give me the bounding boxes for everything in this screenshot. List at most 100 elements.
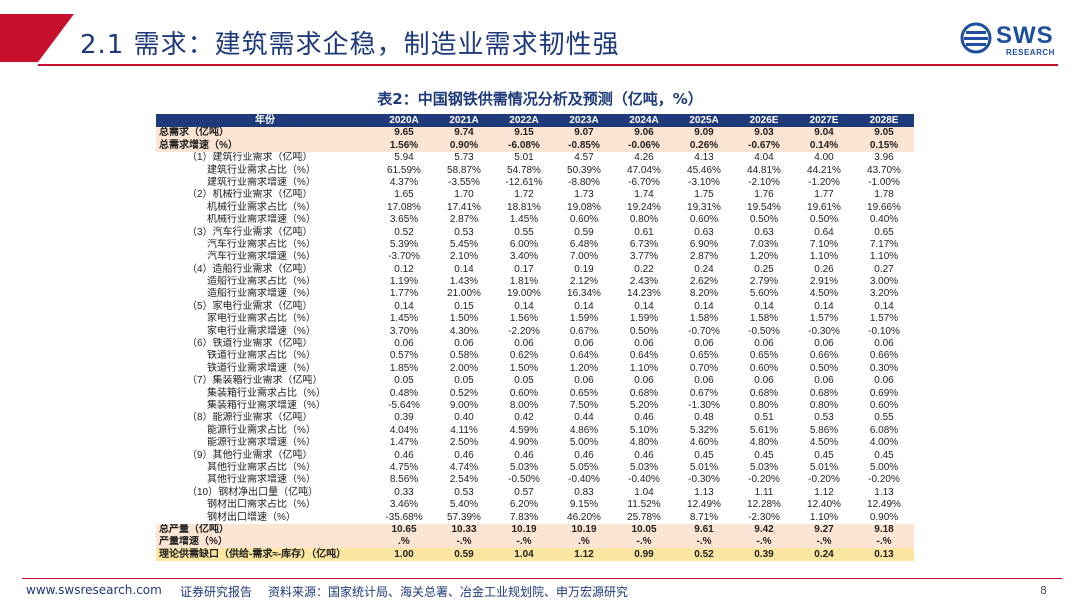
table-cell: 4.80% — [749, 437, 779, 449]
table-cell: 1.77 — [814, 189, 834, 201]
table-cell: 5.10% — [629, 424, 659, 436]
table-cell: 1.10% — [869, 251, 899, 263]
table-row: 造船行业需求占比（%） 1.19% 1.43% 1.81% 2.12% 2.43% 2.62… — [156, 276, 914, 288]
table-cell: -.% — [734, 535, 794, 549]
table-cell: 4.50% — [809, 437, 839, 449]
table-cell: 2.87% — [689, 251, 719, 263]
row-label: 能源行业需求增速（%） — [207, 437, 316, 449]
table-cell: 7.17% — [869, 238, 899, 250]
table-cell: 1.57% — [809, 313, 839, 325]
table-cell: 0.05 — [514, 375, 534, 387]
table-cell: 9.09 — [674, 127, 734, 140]
table-cell: 5.61% — [749, 424, 779, 436]
table-cell: 0.64% — [629, 350, 659, 362]
table-cell: 4.90% — [509, 437, 539, 449]
table-cell: 5.01 — [514, 152, 534, 164]
table-cell: 0.40% — [869, 214, 899, 226]
column-header-year: 年份 — [156, 114, 374, 127]
table-cell: -0.40% — [568, 474, 600, 486]
table-row: 能源行业需求增速（%） 1.47% 2.50% 4.90% 5.00% 4.80% 4.60… — [156, 437, 914, 449]
table-cell: 12.49% — [867, 499, 901, 511]
table-cell: -5.64% — [388, 399, 420, 411]
table-cell: 1.11 — [754, 486, 774, 498]
table-cell: 0.15 — [454, 300, 474, 312]
table-cell: 0.06 — [694, 338, 714, 350]
footer-divider — [22, 578, 1062, 579]
table-cell: .% — [374, 535, 434, 549]
table-cell: 5.73 — [454, 152, 474, 164]
table-cell: 0.14% — [794, 139, 854, 152]
row-label: （9）其他行业需求（亿吨） — [187, 449, 313, 461]
table-cell: 0.64% — [569, 350, 599, 362]
table-cell: 5.94 — [394, 152, 414, 164]
table-cell: 0.68% — [749, 387, 779, 399]
column-header: 2024A — [614, 114, 674, 127]
table-cell: 5.39% — [389, 238, 419, 250]
table-cell: 47.04% — [627, 164, 661, 176]
table-cell: 5.03% — [749, 461, 779, 473]
table-cell: 9.42 — [734, 523, 794, 536]
table-cell: 0.60% — [509, 387, 539, 399]
row-label: 汽车行业需求占比（%） — [207, 238, 316, 250]
table-cell: -3.10% — [688, 176, 720, 188]
table-cell: 0.65% — [689, 350, 719, 362]
table-cell: 0.17 — [514, 263, 534, 275]
table-cell: 0.45 — [874, 449, 894, 461]
table-cell: 25.78% — [627, 511, 661, 523]
table-cell: 57.39% — [447, 511, 481, 523]
row-label: （1）建筑行业需求（亿吨） — [187, 152, 313, 164]
table-cell: 1.19% — [389, 276, 419, 288]
row-label: 能源行业需求占比（%） — [207, 424, 316, 436]
table-cell: 5.20% — [629, 399, 659, 411]
footer-source: 资料来源：国家统计局、海关总署、冶金工业规划院、申万宏源研究 — [268, 585, 629, 599]
table-row: （2）机械行业需求（亿吨） 1.65 1.70 1.72 1.73 1.74 1.75 1.7… — [156, 189, 914, 201]
table-cell: 9.06 — [614, 127, 674, 140]
table-cell: 2.79% — [749, 276, 779, 288]
table-cell: 3.65% — [389, 214, 419, 226]
table-cell: 1.12 — [814, 486, 834, 498]
table-cell: -0.40% — [628, 474, 660, 486]
table-cell: -.% — [854, 535, 914, 549]
table-cell: 3.77% — [629, 251, 659, 263]
column-header: 2027E — [794, 114, 854, 127]
table-cell: 19.08% — [567, 201, 601, 213]
table-cell: 4.57 — [574, 152, 594, 164]
table-cell: 0.90% — [434, 139, 494, 152]
table-cell: 4.74% — [449, 461, 479, 473]
table-cell: 3.00% — [869, 276, 899, 288]
table-cell: 21.00% — [447, 288, 481, 300]
table-cell: 0.33 — [394, 486, 414, 498]
table-cell: 1.45% — [389, 313, 419, 325]
table-cell: 0.50% — [809, 362, 839, 374]
footer-url-link[interactable]: www.swsresearch.com — [26, 583, 162, 597]
table-cell: 3.20% — [869, 288, 899, 300]
table-cell: 7.50% — [569, 399, 599, 411]
table-cell: 1.59% — [569, 313, 599, 325]
table-cell: 9.03 — [734, 127, 794, 140]
table-cell: 12.28% — [747, 499, 781, 511]
row-label: 集装箱行业需求占比（%） — [207, 387, 326, 399]
table-header-row: 年份 2020A 2021A 2022A 2023A 2024A 2025A 2026E 202… — [156, 114, 914, 127]
table-cell: 0.69% — [869, 387, 899, 399]
table-cell: 1.10% — [809, 251, 839, 263]
table-cell: 9.07 — [554, 127, 614, 140]
row-label: 建筑行业需求占比（%） — [207, 164, 316, 176]
table-cell: 3.46% — [389, 499, 419, 511]
row-label: 其他行业需求占比（%） — [207, 461, 316, 473]
column-header: 2026E — [734, 114, 794, 127]
table-cell: 0.80% — [749, 399, 779, 411]
table-cell: 7.00% — [569, 251, 599, 263]
table-row: （8）能源行业需求（亿吨） 0.39 0.40 0.42 0.44 0.46 0.48 0.5… — [156, 412, 914, 424]
table-cell: 0.70% — [689, 362, 719, 374]
table-cell: 7.83% — [509, 511, 539, 523]
table-cell: 0.53 — [454, 226, 474, 238]
table-cell: -6.70% — [628, 176, 660, 188]
row-label: 铁道行业需求增速（%） — [207, 362, 316, 374]
table-cell: 0.65% — [749, 350, 779, 362]
table-cell: 1.10% — [629, 362, 659, 374]
table-cell: 1.70 — [454, 189, 474, 201]
table-cell: 1.57% — [869, 313, 899, 325]
table-cell: 6.20% — [509, 499, 539, 511]
row-label: （6）铁道行业需求（亿吨） — [187, 338, 313, 350]
title-divider — [38, 64, 1058, 66]
